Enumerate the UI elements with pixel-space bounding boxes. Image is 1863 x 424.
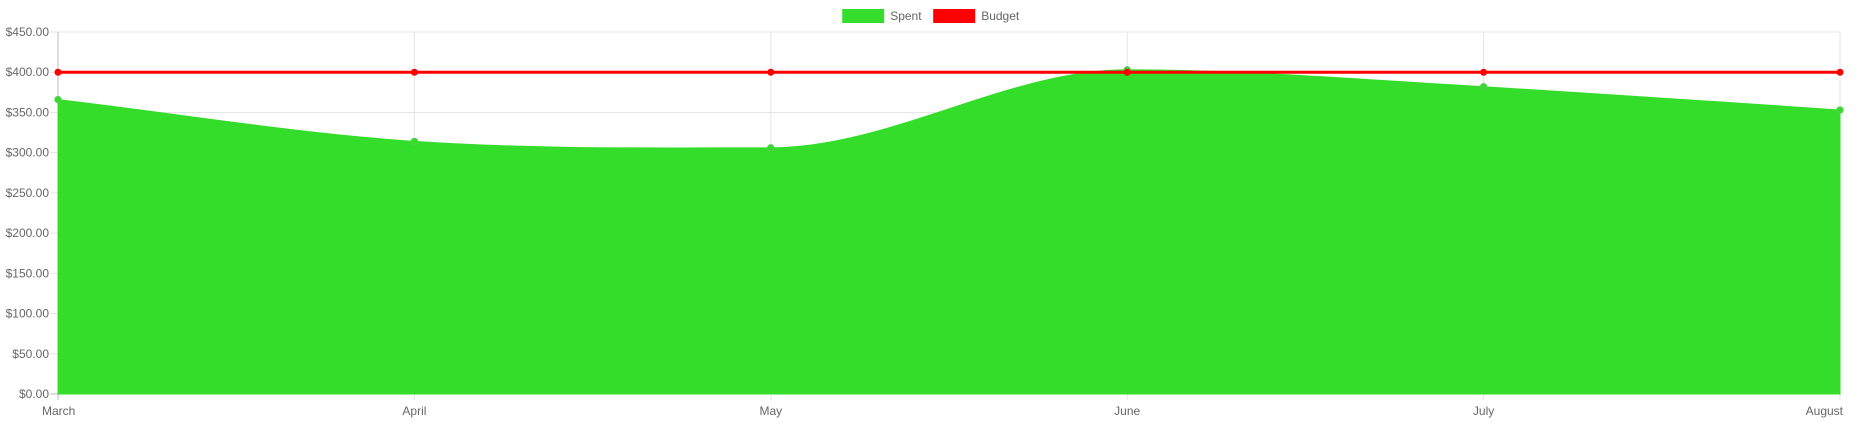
y-tick-label: $50.00 xyxy=(12,347,49,361)
x-tick-label: April xyxy=(402,404,426,418)
legend-swatch xyxy=(842,9,885,23)
spent-point xyxy=(410,137,419,146)
y-tick-label: $200.00 xyxy=(6,226,50,240)
y-tick-label: $150.00 xyxy=(6,266,50,280)
x-tick-label: May xyxy=(759,404,782,418)
axes: $0.00 $50.00 $100.00 $150.00 $200.00 $250.00 $… xyxy=(6,25,1844,418)
legend-item-spent: Spent xyxy=(842,9,922,23)
budget-point xyxy=(1836,68,1844,76)
spent-point xyxy=(1836,106,1844,114)
y-tick-label: $350.00 xyxy=(6,105,50,119)
legend-swatch xyxy=(933,9,976,23)
y-tick-label: $100.00 xyxy=(6,307,50,321)
budget-point xyxy=(767,68,775,76)
spent-point xyxy=(767,144,775,152)
y-tick-label: $300.00 xyxy=(6,146,50,160)
x-tick-label: August xyxy=(1806,404,1844,418)
spent-area xyxy=(57,69,1841,395)
spent-point xyxy=(1479,83,1488,91)
legend-label: Budget xyxy=(981,9,1020,23)
x-tick-label: June xyxy=(1114,404,1140,418)
spent-area-layer xyxy=(57,69,1841,395)
budget-point xyxy=(1123,68,1131,76)
legend-label: Spent xyxy=(890,9,922,23)
x-tick-label: March xyxy=(42,404,75,418)
legend: Spent Budget xyxy=(842,9,1020,23)
budget-point xyxy=(54,68,62,76)
data-points-layer xyxy=(54,66,1844,152)
y-tick-label: $250.00 xyxy=(6,186,50,200)
x-tick-label: July xyxy=(1473,404,1494,418)
y-tick-label: $450.00 xyxy=(6,25,50,39)
budget-point xyxy=(410,68,418,76)
y-tick-label: $0.00 xyxy=(19,387,49,401)
legend-item-budget: Budget xyxy=(933,9,1020,23)
spent-point xyxy=(54,95,62,104)
budget-point xyxy=(1480,68,1488,76)
y-tick-label: $400.00 xyxy=(6,65,50,79)
